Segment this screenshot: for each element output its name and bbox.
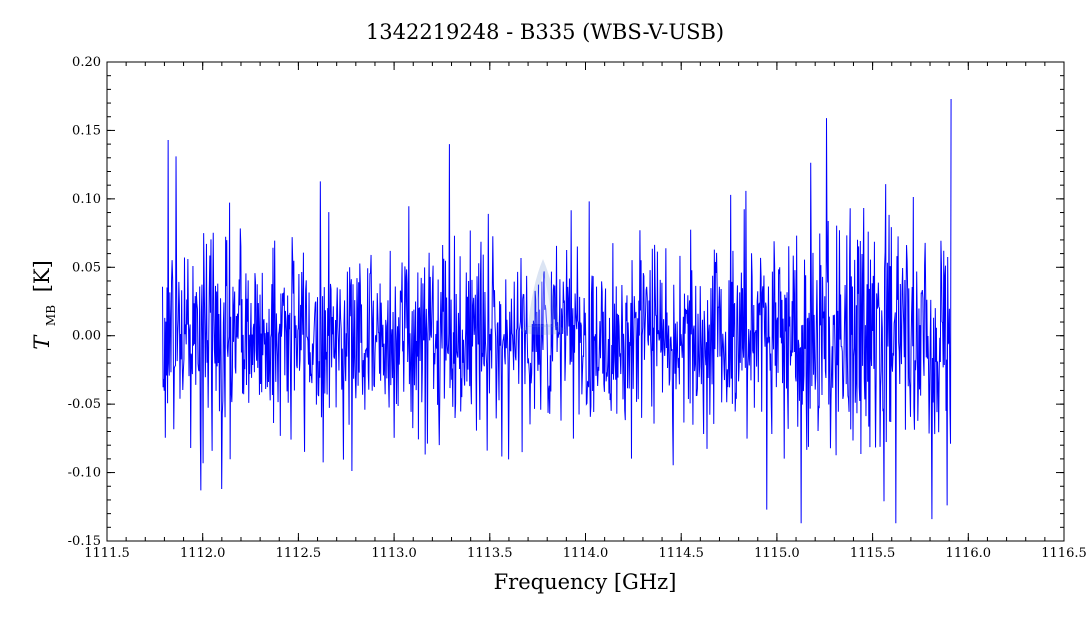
y-tick-label: -0.15: [68, 534, 101, 549]
x-tick-label: 1116.0: [946, 546, 992, 561]
chart-title: 1342219248 - B335 (WBS-V-USB): [366, 20, 724, 44]
y-tick-label: 0.05: [72, 260, 101, 275]
y-tick-label: -0.10: [68, 466, 101, 481]
y-axis-label-unit: [K]: [30, 260, 54, 292]
logo-base: [521, 325, 565, 335]
herschel-logo-watermark: [521, 259, 565, 335]
x-axis-label: Frequency [GHz]: [494, 570, 677, 594]
y-axis-label-subscript: MB: [44, 305, 58, 326]
y-tick-label: -0.05: [68, 397, 101, 412]
x-tick-label: 1115.5: [850, 546, 896, 561]
x-tick-label: 1111.5: [84, 546, 130, 561]
y-tick-label: 0.20: [72, 55, 101, 70]
x-tick-label: 1116.5: [1041, 546, 1087, 561]
y-axis-label-symbol: T: [30, 334, 54, 350]
y-tick-label: 0.15: [72, 123, 101, 138]
plot-area: [106, 61, 1065, 542]
x-tick-label: 1114.5: [658, 546, 704, 561]
logo-body: [528, 259, 560, 327]
x-tick-label: 1115.0: [754, 546, 800, 561]
y-axis-label: T MB [K]: [30, 260, 60, 350]
x-tick-label: 1114.0: [563, 546, 609, 561]
spectrum-line: [162, 98, 952, 524]
y-tick-label: 0.10: [72, 192, 101, 207]
x-tick-label: 1113.0: [371, 546, 417, 561]
spectrum-series: [162, 98, 952, 524]
x-tick-label: 1112.5: [276, 546, 322, 561]
x-tick-label: 1112.0: [180, 546, 226, 561]
x-tick-label: 1113.5: [467, 546, 513, 561]
logo-highlight: [535, 274, 552, 324]
plot-frame: [106, 61, 1065, 542]
y-tick-label: 0.00: [72, 329, 101, 344]
axis-ticks: [106, 61, 1065, 542]
axis-tick-labels: 1111.5 1112.0 1112.5 1113.0 1113.5 1114.0 1114…: [68, 55, 1087, 561]
herschel-logo-shape: [521, 259, 565, 335]
